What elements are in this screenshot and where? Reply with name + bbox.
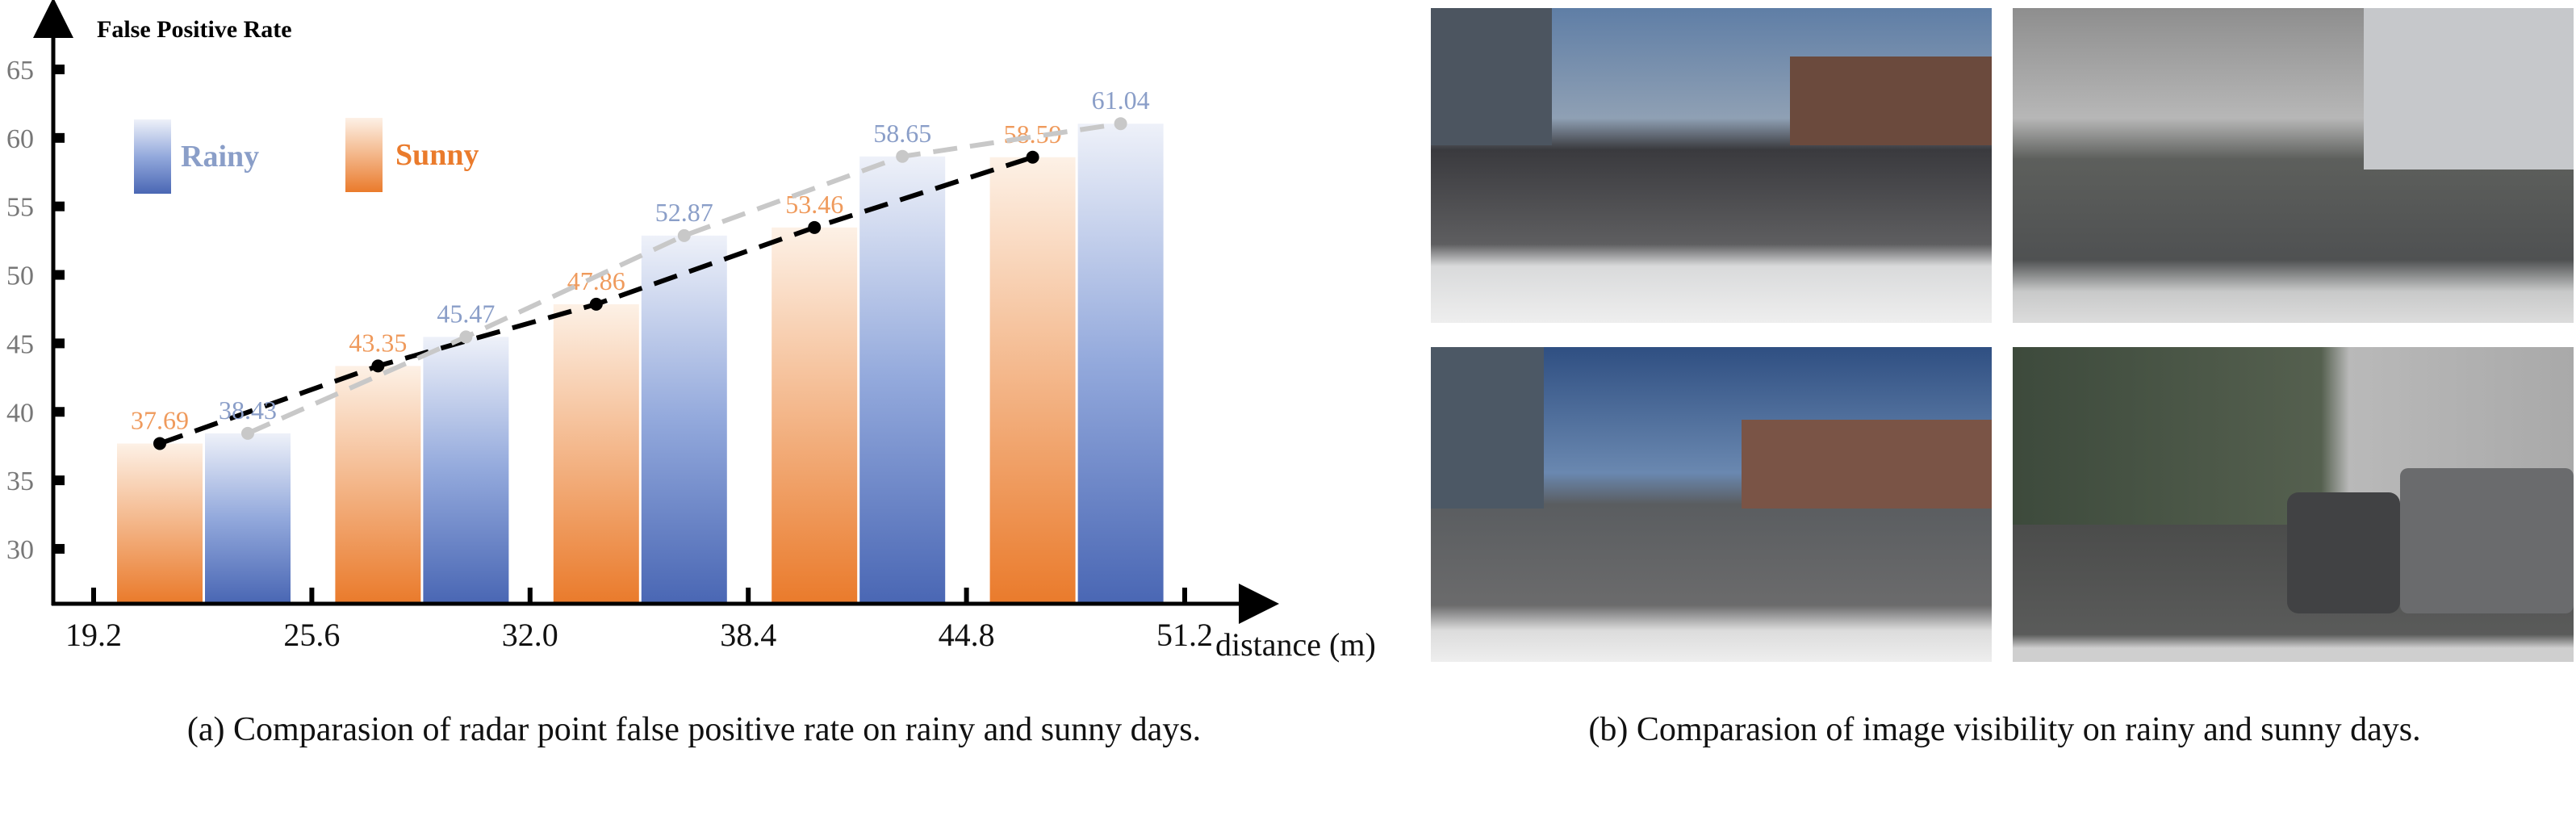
bar-chart: 37.6943.3547.8653.4658.5938.4345.4752.87… [6,0,1376,663]
bar-sunny [989,157,1076,602]
caption-a: (a) Comparasion of radar point false pos… [186,711,1202,748]
y-tick-mark [53,201,65,211]
x-tick-label: 38.4 [720,617,776,653]
building [1790,57,1992,145]
x-tick-mark [1182,588,1187,604]
bar-rainy [205,433,291,602]
trend-point-rainy [241,426,254,440]
data-label-rainy: 61.04 [1092,86,1150,115]
y-tick-mark [53,407,65,417]
legend-swatch-rainy [134,119,171,194]
x-axis-label: distance (m) [1215,626,1376,663]
bar-rainy [859,156,946,602]
photo-rainy-bottom [2013,347,2574,662]
bar-rainy [423,337,509,602]
caption-b: (b) Comparasion of image visibility on r… [1588,711,2421,748]
bar-sunny [117,443,203,602]
y-tick-label: 45 [6,329,34,359]
building [2364,8,2574,170]
trend-point-sunny [153,437,166,450]
y-tick-label: 55 [6,193,34,223]
bar-sunny [772,227,858,602]
y-tick-label: 30 [6,535,34,565]
photo-sunny-bottom [1431,347,1992,662]
x-tick-mark [91,588,96,604]
bar-sunny [553,303,639,602]
x-tick-label: 44.8 [939,617,995,653]
x-tick-mark [527,588,533,604]
data-label-rainy: 52.87 [655,198,713,227]
trend-point-sunny [589,297,603,311]
car [2287,492,2400,613]
trend-line-rainy [246,121,1122,436]
building [1431,8,1552,145]
y-tick-mark [53,270,65,280]
data-label-sunny: 37.69 [131,405,189,434]
legend-label-rainy: Rainy [181,140,259,174]
trend-point-rainy [677,228,691,242]
legend-label-sunny: Sunny [395,138,479,172]
x-tick-mark [309,588,315,604]
y-tick-label: 35 [6,467,34,496]
y-tick-label: 60 [6,124,34,154]
data-label-rainy: 58.65 [873,119,931,148]
data-label-rainy: 45.47 [437,299,495,328]
bar-sunny [335,366,421,602]
y-tick-mark [53,338,65,349]
x-tick-label: 51.2 [1156,617,1213,653]
x-tick-label: 32.0 [502,617,558,653]
y-tick-label: 65 [6,56,34,86]
trend-point-rainy [459,330,473,344]
trend-point-rainy [1114,117,1127,131]
x-tick-mark [964,588,969,604]
trend-point-sunny [371,359,385,373]
trend-point-rainy [896,149,910,163]
y-tick-label: 50 [6,262,34,291]
building [1742,420,1992,509]
y-tick-mark [53,475,65,486]
photo-sunny-top [1431,8,1992,323]
y-tick-mark [53,65,65,74]
truck [2400,468,2574,613]
x-tick-mark [746,588,751,604]
legend-swatch-sunny [345,118,383,192]
data-label-rainy: 38.43 [219,396,277,425]
y-tick-mark [53,132,65,143]
bar-rainy [641,235,727,602]
trend-point-sunny [1026,150,1039,164]
x-tick-label: 19.2 [65,617,122,653]
trend-point-sunny [808,220,822,234]
y-axis-label: False Positive Rate [97,16,292,43]
data-label-sunny: 43.35 [349,328,407,357]
building [1431,347,1544,509]
legend: Rainy Sunny [134,118,479,194]
y-tick-mark [53,543,65,554]
photo-rainy-top [2013,8,2574,323]
data-label-sunny: 47.86 [567,266,625,295]
bar-rainy [1077,123,1164,603]
x-tick-label: 25.6 [283,617,340,653]
y-tick-label: 40 [6,398,34,428]
